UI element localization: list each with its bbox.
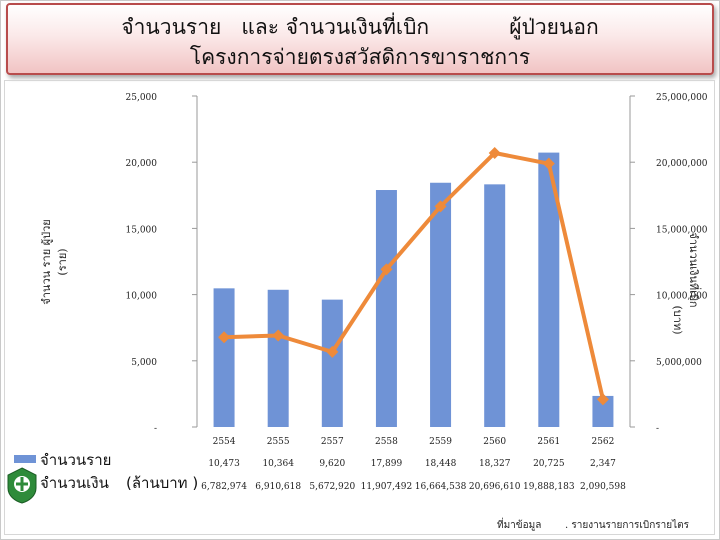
table-cell-series-1: 17,899	[371, 459, 403, 469]
right-axis-title-line-1: จํานวนเงินที่เบิก	[687, 232, 702, 307]
bar-2555	[267, 289, 289, 427]
left-axis-tick-label: -	[154, 424, 157, 434]
title-banner: จำนวนราย และ จำนวนเงินที่เบิก ผู้ป่วยนอก…	[6, 3, 714, 75]
left-axis-tick-label: 5,000	[131, 358, 157, 368]
line-marker-2555	[272, 329, 285, 342]
table-cell-series-1: 10,364	[262, 459, 294, 469]
table-cell-series-2: 5,672,920	[309, 482, 355, 492]
category-label: 2562	[591, 437, 614, 447]
table-cell-series-2: 16,664,538	[415, 482, 467, 492]
line-path	[224, 150, 605, 400]
source-label: ที่มาข้อมูล	[497, 517, 541, 531]
table-cell-series-1: 2,347	[590, 459, 616, 469]
category-label: 2560	[483, 437, 506, 447]
category-label: 2561	[537, 437, 560, 447]
table-cell-series-1: 18,327	[479, 459, 511, 469]
table-cell-series-2: 2,090,598	[580, 482, 626, 492]
table-cell-series-1: 20,725	[533, 459, 565, 469]
line-marker-2558	[380, 263, 393, 276]
category-label: 2558	[375, 437, 398, 447]
line-marker-2560	[488, 146, 501, 159]
left-axis-tick-label: 20,000	[126, 159, 158, 169]
category-label: 2555	[267, 437, 290, 447]
plot-area-border	[4, 80, 715, 535]
left-axis-tick-label: 25,000	[126, 93, 158, 103]
ministry-logo-icon	[7, 467, 37, 504]
table-cell-series-1: 18,448	[425, 459, 457, 469]
line-marker-2554	[218, 331, 231, 344]
right-axis: - 5,000,000 10,000,000 15,000,000 20,000,000…	[629, 93, 708, 434]
legend-label-series-1: จำนวนราย	[40, 451, 111, 469]
line-marker-2559	[434, 200, 447, 213]
table-cell-series-1: 9,620	[319, 459, 345, 469]
line-marker-2557	[326, 345, 339, 358]
line-marker-2561	[542, 157, 555, 170]
line-marker-2562	[596, 393, 609, 406]
right-axis-tick-label: 15,000,000	[656, 225, 708, 235]
source-text: . รายงานรายการเบิกรายไตร	[565, 519, 690, 531]
table-cell-series-2: 11,907,492	[361, 482, 413, 492]
category-label: 2554	[213, 437, 236, 447]
line-series	[218, 146, 609, 406]
legend-swatch-bars	[14, 455, 36, 463]
left-axis-tick-label: 10,000	[126, 292, 158, 302]
right-axis-tick-label: 25,000,000	[656, 93, 708, 103]
bar-2554	[213, 288, 235, 427]
table-cell-series-2: 19,888,183	[523, 482, 575, 492]
bar-2557	[321, 299, 343, 427]
right-axis-tick-label: 5,000,000	[656, 358, 702, 368]
table-cell-series-2: 6,782,974	[201, 482, 247, 492]
left-axis-title-line-2: (ราย)	[56, 248, 69, 275]
bar-2562	[592, 395, 614, 427]
left-axis-tick-label: 15,000	[126, 225, 158, 235]
table-cell-series-2: 6,910,618	[255, 482, 301, 492]
table-cell-series-2: 20,696,610	[469, 482, 521, 492]
legend-label-series-2: จำนวนเงิน	[40, 474, 109, 492]
right-axis-tick-label: 20,000,000	[656, 159, 708, 169]
data-table: 2554 10,473 6,782,974 2555 10,364 6,910,618 25…	[201, 437, 626, 492]
left-axis-title-line-1: จํานวน ราย ผู้ป่วย	[40, 219, 53, 304]
chart-title-line-1: จำนวนราย และ จำนวนเงินที่เบิก ผู้ป่วยนอก	[121, 15, 599, 39]
bar-2560	[484, 184, 506, 427]
table-cell-series-1: 10,473	[208, 459, 240, 469]
right-axis-title: จํานวนเงินที่เบิก (บาท)	[671, 232, 702, 334]
bar-2558	[375, 190, 397, 427]
right-axis-tick-label: 10,000,000	[656, 292, 708, 302]
left-axis: - 5,000 10,000 15,000 20,000 25,000	[126, 93, 198, 434]
left-axis-title: จํานวน ราย ผู้ป่วย (ราย)	[40, 219, 69, 304]
right-axis-tick-label: -	[656, 424, 659, 434]
category-label: 2559	[429, 437, 452, 447]
bar-2561	[538, 152, 560, 427]
legend-label-series-2-unit: (ล้านบาท )	[126, 474, 198, 492]
category-label: 2557	[321, 437, 344, 447]
right-axis-title-line-2: (บาท)	[671, 306, 684, 335]
bar-series	[213, 152, 614, 427]
bar-2559	[430, 182, 452, 427]
chart-title-line-2: โครงการจ่ายตรงสวัสดิการขาราชการ	[189, 45, 531, 69]
